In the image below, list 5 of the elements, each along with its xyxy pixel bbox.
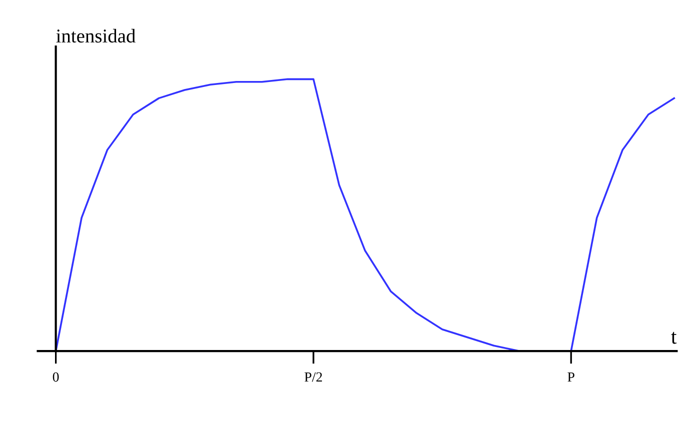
x-tick-label: P xyxy=(568,372,574,382)
y-axis-title: intensidad xyxy=(56,28,136,43)
x-axis-title: t xyxy=(671,332,677,344)
x-tick-label: P/2 xyxy=(304,372,322,382)
x-tick-label: 0 xyxy=(52,372,59,382)
